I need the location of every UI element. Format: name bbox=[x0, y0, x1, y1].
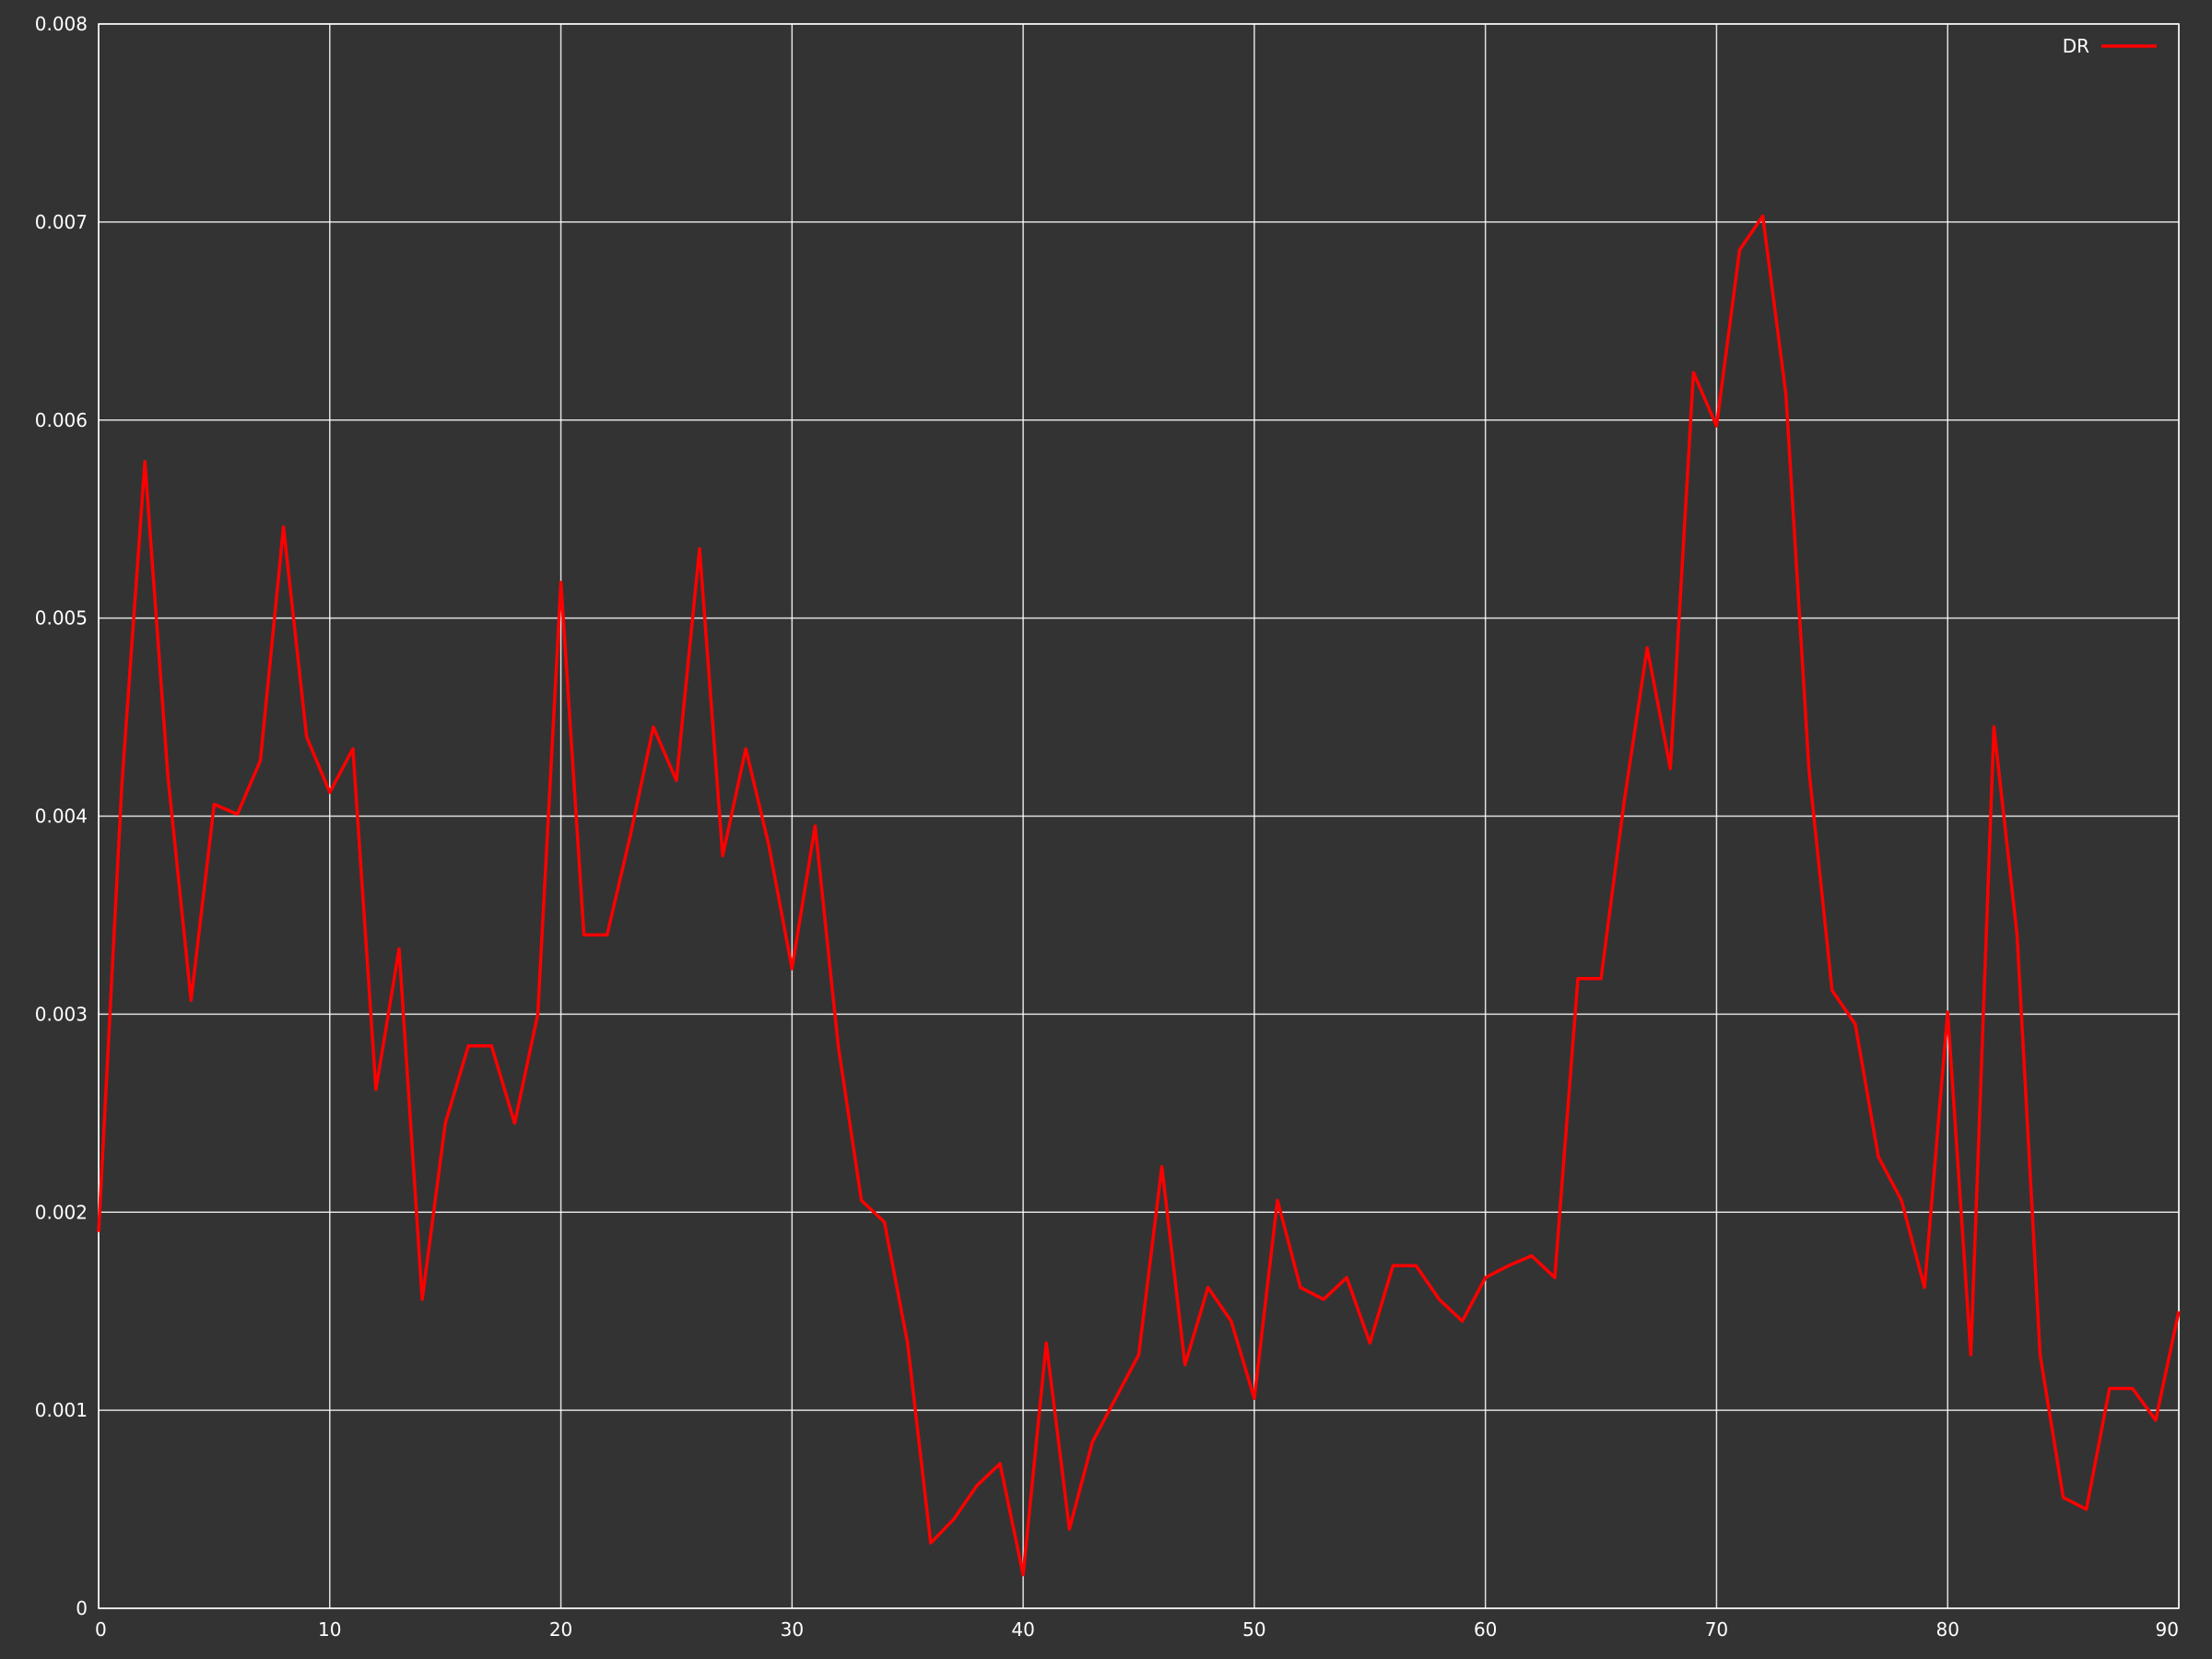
legend: DR bbox=[2063, 35, 2157, 57]
y-tick-label: 0.004 bbox=[35, 806, 88, 828]
y-axis-ticks: 0 0.001 0.002 0.003 0.004 0.005 0.006 0.007 0.00… bbox=[35, 13, 88, 1619]
x-tick-label: 20 bbox=[549, 1618, 572, 1641]
x-tick-label: 80 bbox=[1936, 1618, 1959, 1641]
x-tick-label: 60 bbox=[1474, 1618, 1497, 1641]
y-tick-label: 0.008 bbox=[35, 13, 88, 35]
y-tick-label: 0.001 bbox=[35, 1399, 88, 1421]
plot-frame bbox=[98, 23, 2180, 1609]
x-tick-label: 90 bbox=[2156, 1618, 2179, 1641]
legend-label: DR bbox=[2063, 35, 2089, 57]
y-tick-label: 0.002 bbox=[35, 1201, 88, 1223]
x-tick-label: 40 bbox=[1011, 1618, 1034, 1641]
x-tick-label: 10 bbox=[318, 1618, 341, 1641]
x-tick-label: 0 bbox=[95, 1618, 107, 1641]
y-tick-label: 0.005 bbox=[35, 607, 88, 629]
x-tick-label: 70 bbox=[1705, 1618, 1728, 1641]
grid-lines bbox=[98, 23, 2180, 1609]
y-tick-label: 0 bbox=[76, 1597, 88, 1619]
y-tick-label: 0.006 bbox=[35, 409, 88, 431]
x-tick-label: 30 bbox=[781, 1618, 804, 1641]
series-line-dr bbox=[97, 214, 2181, 1577]
y-tick-label: 0.003 bbox=[35, 1003, 88, 1025]
series-layer bbox=[97, 214, 2181, 1577]
x-axis-ticks: 0 10 20 30 40 50 60 70 80 90 bbox=[95, 1618, 2179, 1641]
y-tick-label: 0.007 bbox=[35, 211, 88, 233]
x-tick-label: 50 bbox=[1242, 1618, 1265, 1641]
